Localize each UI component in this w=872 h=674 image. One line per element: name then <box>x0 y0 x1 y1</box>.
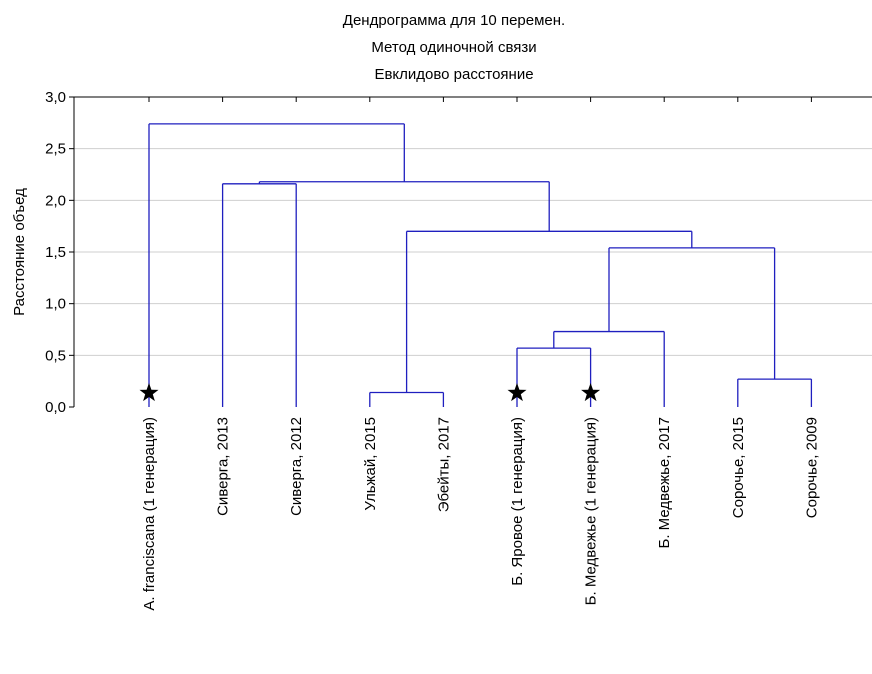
plot-frame <box>69 96 872 408</box>
y-tick-label: 1,5 <box>45 244 66 261</box>
grid-lines <box>74 148 872 356</box>
chart-title-line-1: Дендрограмма для 10 перемен. <box>343 12 565 29</box>
y-tick-label: 0,0 <box>45 399 66 416</box>
star-icon <box>507 383 527 402</box>
dendrogram-tree <box>148 123 813 407</box>
y-tick-label: 0,5 <box>45 347 66 364</box>
star-icon <box>581 383 601 402</box>
chart-title-line-2: Метод одиночной связи <box>371 39 536 56</box>
labels: Дендрограмма для 10 перемен. Метод одино… <box>11 12 820 611</box>
star-icon <box>139 383 159 402</box>
leaf-label: Сиверга, 2012 <box>288 417 305 516</box>
leaf-label: Сорочье, 2009 <box>803 417 820 518</box>
leaf-label: Эбейты, 2017 <box>435 417 452 512</box>
leaf-label: Ульжай, 2015 <box>362 417 379 511</box>
leaf-label: Б. Медвежье, 2017 <box>656 417 673 548</box>
leaf-label: Б. Медвежье (1 генерация) <box>583 417 600 605</box>
y-tick-label: 1,0 <box>45 296 66 313</box>
leaf-label: Сиверга, 2013 <box>215 417 232 516</box>
leaf-label: A. franciscana (1 генерация) <box>141 417 158 611</box>
y-tick-label: 2,0 <box>45 192 66 209</box>
y-axis-label: Расстояние объед <box>11 188 28 316</box>
chart-title-line-3: Евклидово расстояние <box>374 66 533 83</box>
y-tick-label: 3,0 <box>45 89 66 106</box>
leaf-markers <box>139 383 601 402</box>
leaf-label: Сорочье, 2015 <box>730 417 747 518</box>
y-tick-label: 2,5 <box>45 141 66 158</box>
leaf-label: Б. Яровое (1 генерация) <box>509 417 526 586</box>
